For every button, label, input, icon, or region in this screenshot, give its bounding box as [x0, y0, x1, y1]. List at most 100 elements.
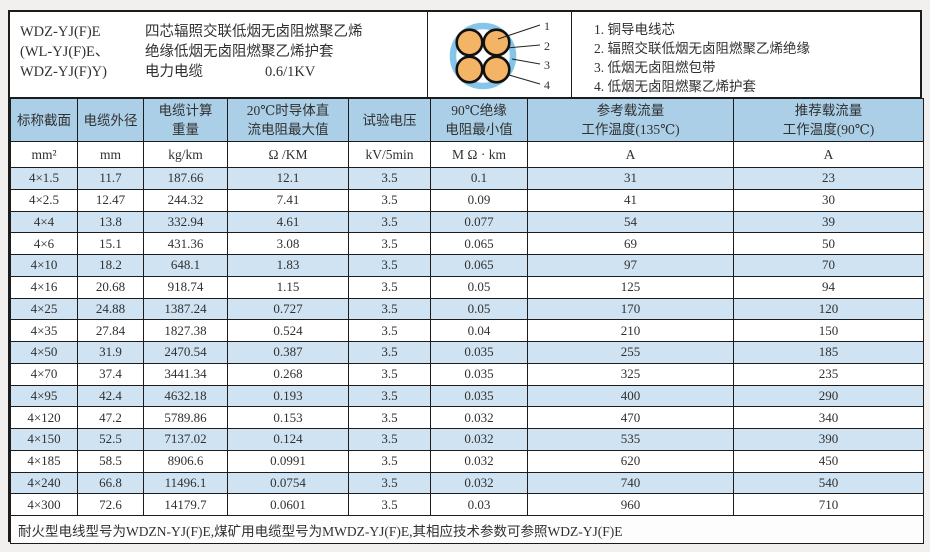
note-row: 耐火型电线型号为WDZN-YJ(F)E,煤矿用电缆型号为MWDZ-YJ(F)E,… — [10, 515, 924, 544]
title-block: WDZ-YJ(F)E (WL-YJ(F)E、 WDZ-YJ(F)Y) 四芯辐照交… — [10, 12, 920, 98]
table-cell: 4×6 — [10, 232, 78, 255]
table-cell: 27.84 — [77, 319, 144, 342]
cable-core-icon — [455, 28, 484, 57]
table-header-row: 标称截面 电缆外径 电缆计算 重量 20℃时导体直 流电阻最大值 试验电压 90℃绝缘 电阻最小… — [10, 98, 924, 142]
table-row: 4×240 66.8 11496.1 0.0754 3.5 0.032 740 540 — [10, 471, 924, 495]
table-cell: 332.94 — [143, 210, 228, 234]
table-cell: 3.5 — [348, 297, 431, 321]
table-cell: 325 — [527, 362, 734, 386]
table-cell: 185 — [733, 341, 924, 364]
table-cell: 41 — [527, 188, 734, 212]
column-header-1: 电缆外径 — [77, 98, 144, 142]
table-cell: 1.15 — [227, 275, 349, 299]
column-unit-3: Ω /KM — [227, 141, 349, 168]
table-cell: 3.5 — [348, 384, 431, 408]
table-cell: 0.032 — [430, 406, 528, 429]
table-cell: 3.5 — [348, 493, 431, 516]
description-line: 绝缘低烟无卤阻燃聚乙烯护套 — [145, 44, 334, 60]
column-header-7: 推荐载流量 工作温度(90℃) — [733, 98, 924, 142]
column-unit-5: M Ω · km — [430, 141, 528, 168]
table-cell: 11496.1 — [143, 471, 228, 495]
callout-number: 2 — [544, 39, 550, 53]
column-unit-2: kg/km — [143, 141, 228, 168]
table-cell: 0.0754 — [227, 471, 349, 495]
table-cell: 918.74 — [143, 275, 228, 299]
table-units-row: mm² mm kg/km Ω /KM kV/5min M Ω · km A A — [10, 141, 924, 168]
table-cell: 24.88 — [77, 297, 144, 321]
table-cell: 4×25 — [10, 297, 78, 321]
table-cell: 66.8 — [77, 471, 144, 495]
callout-number: 1 — [544, 19, 550, 33]
legend-item: 4. 低烟无卤阻燃聚乙烯护套 — [594, 79, 756, 94]
table-cell: 30 — [733, 188, 924, 212]
table-cell: 14179.7 — [143, 493, 228, 516]
table-cell: 0.124 — [227, 428, 349, 451]
table-cell: 0.032 — [430, 449, 528, 473]
table-cell: 390 — [733, 428, 924, 451]
table-cell: 710 — [733, 493, 924, 516]
table-cell: 4.61 — [227, 210, 349, 234]
table-cell: 8906.6 — [143, 449, 228, 473]
column-header-5: 90℃绝缘 电阻最小值 — [430, 98, 528, 142]
table-row: 4×150 52.5 7137.02 0.124 3.5 0.032 535 390 — [10, 428, 924, 451]
table-cell: 0.387 — [227, 341, 349, 364]
table-cell: 47.2 — [77, 406, 144, 429]
table-cell: 0.032 — [430, 428, 528, 451]
table-cell: 150 — [733, 319, 924, 342]
table-cell: 0.1 — [430, 167, 528, 190]
callout-line-1 — [497, 24, 541, 40]
table-cell: 3.5 — [348, 210, 431, 234]
table-cell: 1.83 — [227, 254, 349, 277]
table-row: 4×1.5 11.7 187.66 12.1 3.5 0.1 31 23 — [10, 167, 924, 190]
table-cell: 0.035 — [430, 384, 528, 408]
diagram-legend: 1. 铜导电线芯 2. 辐照交联低烟无卤阻燃聚乙烯绝缘 3. 低烟无卤阻燃包带 … — [572, 12, 920, 97]
table-row: 4×4 13.8 332.94 4.61 3.5 0.077 54 39 — [10, 210, 924, 234]
cable-type-label: 电力电缆 — [145, 64, 203, 80]
model-code-line: WDZ-YJ(F)E — [20, 24, 101, 40]
table-cell: 3.5 — [348, 449, 431, 473]
column-unit-0: mm² — [10, 141, 78, 168]
table-cell: 3.5 — [348, 471, 431, 495]
table-cell: 0.065 — [430, 232, 528, 255]
legend-item: 2. 辐照交联低烟无卤阻燃聚乙烯绝缘 — [594, 41, 810, 56]
table-cell: 0.268 — [227, 362, 349, 386]
table-cell: 340 — [733, 406, 924, 429]
footnote: 耐火型电线型号为WDZN-YJ(F)E,煤矿用电缆型号为MWDZ-YJ(F)E,… — [10, 515, 924, 544]
table-row: 4×6 15.1 431.36 3.08 3.5 0.065 69 50 — [10, 232, 924, 255]
table-cell: 0.065 — [430, 254, 528, 277]
table-cell: 97 — [527, 254, 734, 277]
table-cell: 23 — [733, 167, 924, 190]
cable-core-icon — [482, 28, 511, 57]
table-cell: 0.727 — [227, 297, 349, 321]
model-and-description: WDZ-YJ(F)E (WL-YJ(F)E、 WDZ-YJ(F)Y) 四芯辐照交… — [10, 12, 427, 97]
table-cell: 0.0601 — [227, 493, 349, 516]
table-cell: 3.5 — [348, 232, 431, 255]
callout-number: 3 — [544, 58, 550, 72]
table-cell: 3.5 — [348, 428, 431, 451]
column-header-0: 标称截面 — [10, 98, 78, 142]
table-cell: 3.5 — [348, 275, 431, 299]
callout-line-3 — [511, 58, 541, 65]
table-cell: 255 — [527, 341, 734, 364]
table-cell: 4×70 — [10, 362, 78, 386]
table-cell: 3.5 — [348, 254, 431, 277]
cable-diagram-cell: 1 2 3 4 — [427, 12, 572, 97]
table-cell: 540 — [733, 471, 924, 495]
table-cell: 2470.54 — [143, 341, 228, 364]
table-cell: 4×240 — [10, 471, 78, 495]
table-cell: 235 — [733, 362, 924, 386]
table-cell: 4×1.5 — [10, 167, 78, 190]
table-cell: 94 — [733, 275, 924, 299]
table-cell: 4×185 — [10, 449, 78, 473]
table-cell: 5789.86 — [143, 406, 228, 429]
column-unit-7: A — [733, 141, 924, 168]
callout-line-2 — [506, 44, 541, 49]
callout-line-4 — [508, 74, 541, 85]
table-cell: 244.32 — [143, 188, 228, 212]
table-cell: 3.5 — [348, 167, 431, 190]
table-cell: 50 — [733, 232, 924, 255]
column-header-2: 电缆计算 重量 — [143, 98, 228, 142]
table-cell: 39 — [733, 210, 924, 234]
table-cell: 0.035 — [430, 341, 528, 364]
table-cell: 1387.24 — [143, 297, 228, 321]
